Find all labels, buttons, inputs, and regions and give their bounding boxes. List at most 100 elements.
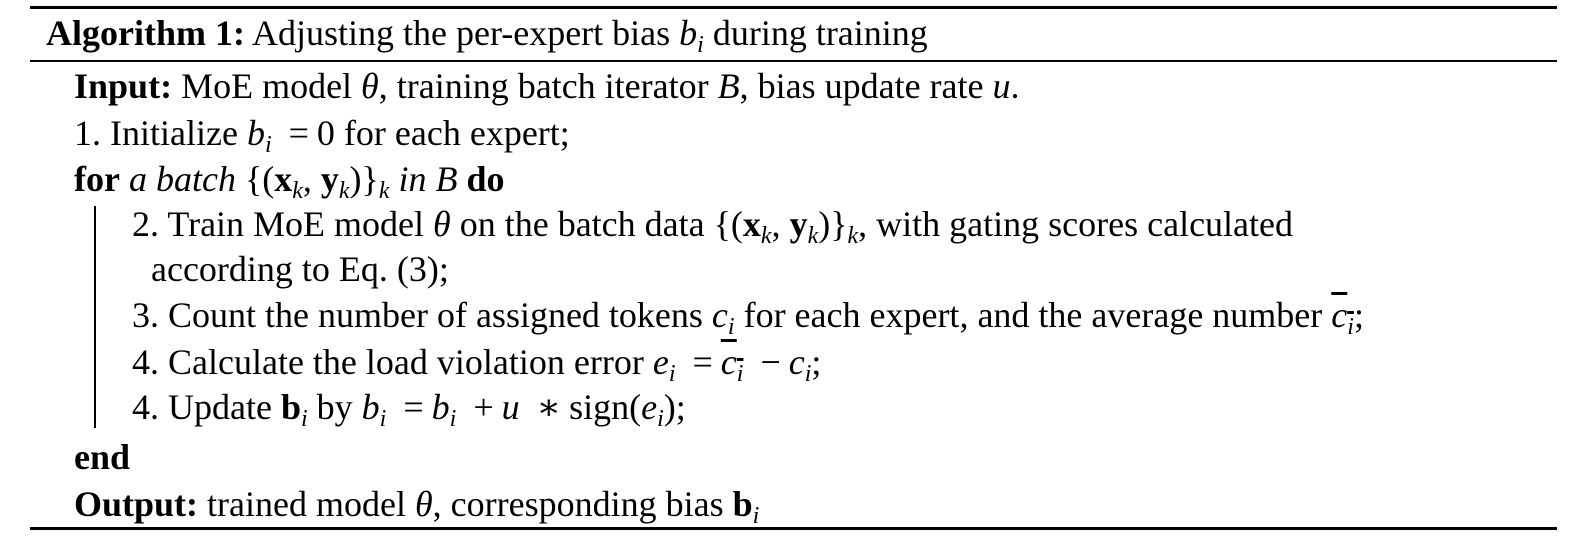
input-theta: θ	[361, 66, 379, 106]
step-5-plus: +	[473, 387, 494, 427]
step-2-math-open: {(	[713, 204, 743, 244]
step-5-rhs-b-sub: i	[449, 406, 457, 432]
step-2-x: x	[742, 204, 761, 244]
step-1-value: 0	[316, 113, 335, 153]
for-math-close: )}	[349, 159, 379, 199]
for-y: y	[320, 159, 339, 199]
step-3-text-1: 3. Count the number of assigned tokens	[132, 295, 703, 335]
step-2-text-1: 2. Train MoE model	[132, 204, 425, 244]
for-keyword: for	[74, 159, 120, 199]
step-4-minus: −	[760, 342, 781, 382]
step-3-var: c	[711, 295, 728, 335]
output-bold-b: b	[732, 484, 753, 524]
step-5-e: e	[641, 387, 658, 427]
step-4-c-sub: i	[804, 361, 812, 387]
step-2-text-3: , with gating scores calculated	[858, 204, 1294, 244]
step-3-avg-sub: i	[1347, 314, 1354, 340]
step-5-text-1: 4. Update	[132, 387, 272, 427]
input-line: Input: MoE model θ, training batch itera…	[74, 64, 1020, 108]
algorithm-title-text: Adjusting the per-expert bias	[251, 13, 671, 53]
step-2-text-2: on the batch data	[459, 204, 705, 244]
step-1-eq: =	[288, 113, 309, 153]
input-text-1: MoE model	[181, 66, 353, 106]
step-5-times: ∗	[536, 387, 562, 427]
do-keyword: do	[466, 159, 505, 199]
step-4-text-1: 4. Calculate the load violation error	[132, 342, 644, 382]
input-text-3: , bias update rate	[739, 66, 984, 106]
step-1: 1. Initialize bi = 0 for each expert;	[74, 111, 570, 167]
title-bias-subscript: i	[697, 32, 704, 58]
for-y-sub: k	[338, 178, 350, 204]
step-2: 2. Train MoE model θ on the batch data {…	[132, 202, 1293, 258]
output-line: Output: trained model θ, corresponding b…	[74, 482, 759, 538]
input-rate-symbol: u	[992, 66, 1011, 106]
step-3-sub: i	[727, 314, 735, 340]
step-4-avg-sub: i	[736, 361, 744, 387]
for-loop-header: for a batch {(xk, yk)}k in B do	[74, 157, 505, 213]
algorithm-title: Algorithm 1: Adjusting the per-expert bi…	[46, 11, 928, 67]
step-1-var: b	[246, 113, 265, 153]
step-5-bold-b: b	[280, 387, 301, 427]
step-2-set-sub: k	[847, 223, 859, 249]
input-batch-symbol: B	[717, 66, 740, 106]
step-3: 3. Count the number of assigned tokens c…	[132, 293, 1364, 349]
step-5-lhs-sub: i	[379, 406, 387, 432]
step-5: 4. Update bi by bi = bi + u ∗ sign(ei);	[132, 385, 686, 441]
step-1-text-2: for each expert;	[343, 113, 570, 153]
step-2-y-sub: k	[807, 223, 819, 249]
step-5-rhs-b: b	[431, 387, 450, 427]
step-2-continuation-text: according to Eq. (3);	[151, 249, 449, 289]
step-2-math-close: )}	[818, 204, 848, 244]
step-2-y: y	[789, 204, 808, 244]
top-rule	[30, 6, 1557, 9]
output-theta: θ	[414, 484, 433, 524]
for-x-sub: k	[292, 178, 303, 204]
step-3-avg-var: c	[1331, 295, 1348, 335]
step-5-eq: =	[403, 387, 424, 427]
header-rule	[30, 60, 1557, 62]
step-2-continuation: according to Eq. (3);	[151, 247, 449, 291]
step-2-theta: θ	[433, 204, 451, 244]
for-batch-symbol: B	[435, 159, 458, 199]
step-4-c: c	[788, 342, 805, 382]
step-4-eq: =	[692, 342, 713, 382]
for-math-open: {(	[244, 159, 275, 199]
end-line: end	[74, 435, 130, 479]
step-3-text-2: for each expert, and the average number	[743, 295, 1323, 335]
end-keyword: end	[74, 437, 131, 477]
step-2-comma: ,	[771, 204, 781, 244]
step-5-e-sub: i	[657, 406, 664, 432]
input-text-2: , training batch iterator	[378, 66, 709, 106]
step-4-e: e	[652, 342, 669, 382]
for-x: x	[274, 159, 293, 199]
step-3-text-3: ;	[1353, 295, 1364, 335]
step-5-by: by	[316, 387, 353, 427]
step-5-bold-b-sub: i	[301, 406, 308, 432]
step-4-avg-var: c	[720, 342, 737, 382]
output-bold-b-sub: i	[752, 503, 760, 529]
title-bias-symbol: b	[679, 13, 698, 53]
bottom-rule	[30, 527, 1557, 530]
algorithm-label: Algorithm 1:	[46, 13, 245, 53]
input-label: Input:	[74, 66, 173, 106]
loop-body-bar	[94, 206, 96, 428]
for-in: in	[398, 159, 427, 199]
for-comma: ,	[302, 159, 312, 199]
output-label: Output:	[74, 484, 199, 524]
step-5-sign: sign(	[569, 387, 642, 427]
for-set-sub: k	[378, 178, 390, 204]
step-1-sub: i	[264, 132, 272, 158]
algorithm-title-suffix: during training	[712, 13, 928, 53]
step-1-text: 1. Initialize	[74, 113, 238, 153]
step-4-e-sub: i	[668, 361, 676, 387]
for-text: a batch	[128, 159, 236, 199]
step-2-x-sub: k	[760, 223, 772, 249]
input-text-4: .	[1010, 66, 1020, 106]
output-text-2: , corresponding bias	[432, 484, 724, 524]
step-5-lhs: b	[361, 387, 380, 427]
step-5-u: u	[501, 387, 520, 427]
step-5-close: );	[663, 387, 686, 427]
output-text-1: trained model	[207, 484, 406, 524]
step-4: 4. Calculate the load violation error ei…	[132, 340, 821, 396]
step-4-text-2: ;	[811, 342, 822, 382]
